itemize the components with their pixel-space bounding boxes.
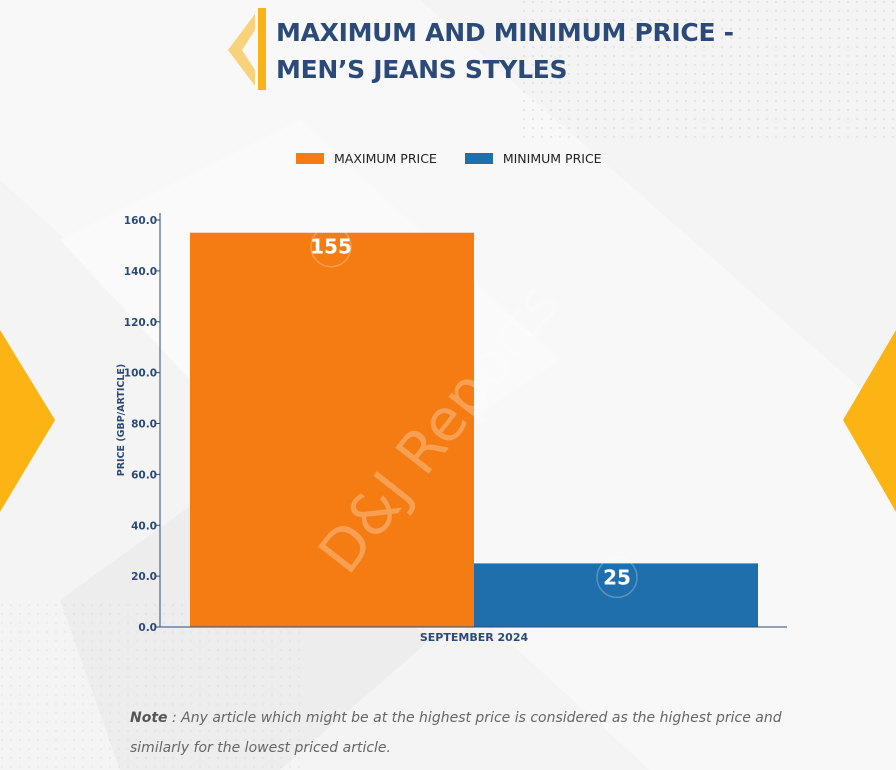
y-tick-label: 100.0 [124, 368, 157, 380]
left-chevron-decoration [0, 330, 55, 512]
title-line-2: MEN’S JEANS STYLES [276, 55, 568, 84]
note-label: Note [130, 710, 168, 726]
y-tick-label: 0.0 [138, 622, 157, 634]
y-tick-label: 160.0 [124, 215, 157, 227]
legend-item-maximum: MAXIMUM PRICE [296, 151, 437, 166]
right-chevron-decoration [843, 330, 896, 512]
y-tick-label: 120.0 [124, 317, 157, 329]
title-accent-bar [258, 8, 266, 90]
data-label-badge [310, 225, 352, 268]
title-chevron-icon [228, 14, 255, 86]
y-tick-label: 20.0 [131, 571, 157, 583]
footnote: Note : Any article which might be at the… [130, 703, 830, 763]
y-tick-label: 80.0 [131, 419, 157, 431]
bar-maximum [190, 232, 474, 627]
legend-label-maximum: MAXIMUM PRICE [334, 150, 437, 166]
legend-item-minimum: MINIMUM PRICE [464, 150, 602, 166]
data-label-maximum: 155 [310, 235, 352, 259]
y-tick-label: 140.0 [124, 266, 157, 278]
chart-legend: MAXIMUM PRICE MINIMUM PRICE [296, 148, 602, 168]
bar-minimum [474, 563, 758, 627]
note-text: : Any article which might be at the high… [130, 710, 782, 756]
title-line-1: MAXIMUM AND MINIMUM PRICE - [276, 18, 734, 47]
data-label-badge [596, 556, 638, 599]
x-tick-label: SEPTEMBER 2024 [420, 631, 529, 644]
y-tick-label: 60.0 [131, 469, 157, 481]
legend-label-minimum: MINIMUM PRICE [502, 150, 602, 166]
legend-swatch-maximum [296, 152, 324, 164]
data-label-minimum: 25 [603, 565, 631, 589]
page-title: MAXIMUM AND MINIMUM PRICE - MEN’S JEANS … [276, 14, 836, 88]
y-axis-label: PRICE (GBP/ARTICLE) [116, 364, 127, 477]
y-tick-label: 40.0 [131, 520, 157, 532]
legend-swatch-minimum [464, 152, 493, 164]
